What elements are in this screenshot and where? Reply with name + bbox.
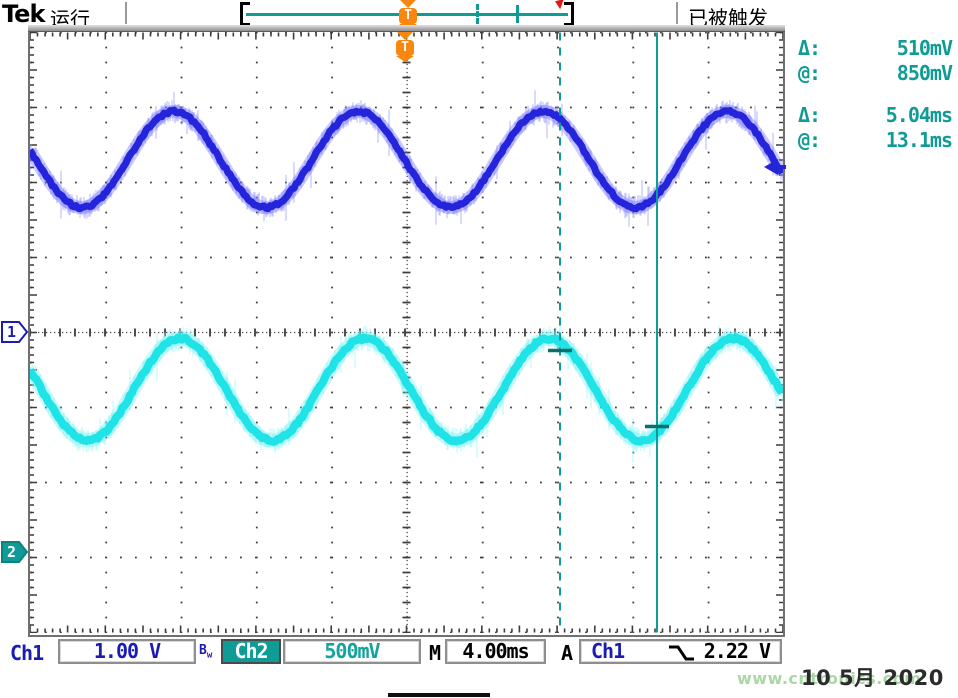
main-timebase-label: M bbox=[429, 641, 441, 665]
ch1-marker-label: 1 bbox=[7, 323, 16, 341]
trigger-a-label: A bbox=[561, 641, 573, 665]
waveform-plot bbox=[30, 32, 783, 633]
falling-edge-icon bbox=[669, 645, 694, 661]
watermark-text: www.cntronics.com bbox=[737, 669, 922, 688]
at-time-value: 13.1ms bbox=[885, 128, 953, 152]
at-label: @: bbox=[798, 128, 821, 152]
delta-label: Δ: bbox=[798, 103, 821, 127]
ch2-ground-marker: 2 bbox=[1, 541, 29, 563]
trigger-flag-label: T bbox=[396, 40, 414, 56]
trigger-source: Ch1 bbox=[591, 639, 625, 663]
graticule-top-frame bbox=[28, 25, 785, 32]
trigger-flag-arrow-icon bbox=[400, 0, 416, 8]
ch2-label-selected: Ch2 bbox=[221, 639, 281, 664]
bw-main: B bbox=[199, 643, 207, 658]
bw-sub: w bbox=[206, 650, 213, 661]
delta-time-readout: Δ: 5.04ms bbox=[798, 103, 953, 128]
record-cursor2-tick bbox=[516, 5, 519, 23]
header-separator2 bbox=[676, 2, 678, 24]
at-time-readout: @: 13.1ms bbox=[798, 128, 953, 153]
trigger-flag-arrow-icon bbox=[397, 32, 413, 40]
trigger-time-flag-icon: T bbox=[395, 32, 415, 62]
delta-voltage-value: 510mV bbox=[896, 36, 953, 60]
bandwidth-limit-icon: Bw bbox=[199, 643, 212, 661]
trigger-flag-tip-icon bbox=[396, 56, 414, 62]
timebase-readout: 4.00ms bbox=[445, 639, 546, 664]
delta-label: Δ: bbox=[798, 36, 821, 60]
record-bracket-right-icon bbox=[564, 2, 574, 26]
ch1-scale-readout: 1.00 V bbox=[58, 639, 196, 664]
at-label: @: bbox=[798, 61, 821, 85]
graticule-display bbox=[28, 25, 785, 637]
measurement-spacer bbox=[798, 86, 952, 103]
trigger-level-arrow-icon bbox=[764, 159, 786, 175]
bottom-edge-line bbox=[388, 693, 490, 697]
cursor-measurements: Δ: 510mV @: 850mV Δ: 5.04ms @: 13.1ms bbox=[798, 36, 953, 153]
trigger-readout: Ch1 2.22 V bbox=[579, 639, 782, 664]
header-separator bbox=[125, 2, 127, 24]
ch1-ground-marker: 1 bbox=[1, 321, 29, 343]
ch1-marker-shape bbox=[1, 321, 29, 343]
date-stamp: 10 5月 2020 bbox=[801, 666, 944, 690]
delta-voltage-readout: Δ: 510mV bbox=[798, 36, 953, 61]
delta-time-value: 5.04ms bbox=[885, 103, 953, 127]
ch2-marker-label: 2 bbox=[7, 543, 16, 561]
trigger-level-value: 2.22 V bbox=[703, 639, 771, 663]
at-voltage-value: 850mV bbox=[896, 61, 953, 85]
record-cursor1-tick bbox=[476, 4, 479, 24]
ch1-label: Ch1 bbox=[10, 641, 44, 665]
at-voltage-readout: @: 850mV bbox=[798, 61, 953, 86]
ch2-scale-readout: 500mV bbox=[283, 639, 421, 664]
ch2-marker-shape bbox=[1, 541, 29, 563]
record-view-bar: T bbox=[240, 0, 574, 30]
record-bracket-left-icon bbox=[240, 2, 250, 26]
trigger-flag-label: T bbox=[399, 8, 417, 24]
tek-logo: Tek bbox=[2, 0, 45, 28]
